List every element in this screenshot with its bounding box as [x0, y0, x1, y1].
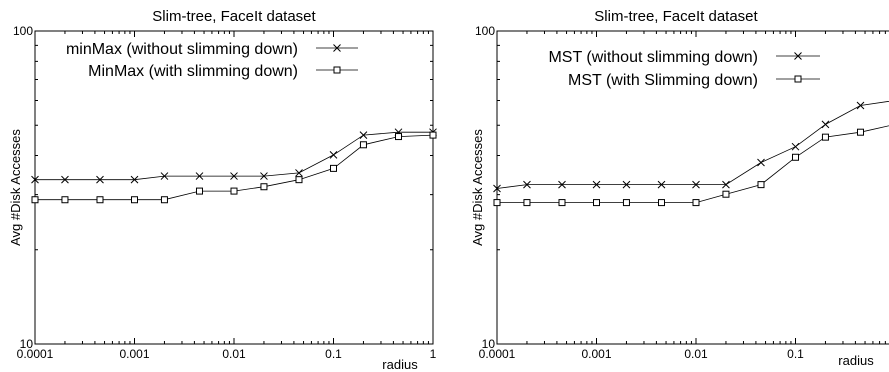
data-point-p1-s0-0 [493, 184, 501, 193]
series-line-1-0 [496, 100, 889, 189]
data-point-p1-s1-7 [722, 190, 730, 198]
series-line-0-0 [35, 131, 433, 181]
y-axis-label-0: Avg #Disk Accesses [8, 129, 23, 246]
data-point-p1-s1-6 [692, 199, 700, 207]
data-point-p1-s0-2 [558, 180, 566, 189]
data-point-p1-s1-2 [558, 199, 566, 207]
x-axis-label-1: radius [838, 353, 874, 368]
data-point-p0-s1-8 [295, 176, 303, 184]
y-tick-label-1-0: 10 [482, 337, 496, 351]
legend-label-1-1: MST (with Slimming down) [568, 72, 758, 89]
data-point-p1-s0-3 [592, 180, 601, 189]
data-point-p0-s0-7 [260, 172, 268, 180]
data-point-p0-s0-0 [31, 175, 39, 184]
data-point-p0-slegend1-0 [333, 66, 341, 74]
minor-ticks-0 [35, 31, 433, 344]
x-tick-label-0-3: 0.1 [325, 347, 342, 361]
data-point-p0-s0-5 [195, 172, 204, 180]
chart-title-1: Slim-tree, FaceIt dataset [594, 8, 758, 25]
data-point-p0-s1-9 [330, 164, 337, 172]
data-point-p1-s1-3 [593, 199, 600, 207]
x-tick-label-1-3: 0.1 [787, 347, 804, 361]
data-point-p1-slegend1-0 [794, 75, 802, 83]
data-point-p0-s1-6 [230, 187, 238, 195]
minor-ticks-1 [497, 31, 886, 344]
data-point-p0-s0-10 [359, 131, 368, 139]
data-point-p0-slegend0-0 [333, 44, 341, 52]
data-point-p1-s0-9 [791, 142, 800, 151]
data-point-p0-s1-10 [359, 141, 367, 149]
x-tick-label-0-1: 0.001 [119, 347, 149, 361]
legend-label-0-0: minMax (without slimming down) [66, 41, 298, 58]
data-point-p1-s0-8 [757, 158, 765, 167]
data-point-p1-s1-5 [657, 199, 665, 207]
data-point-p0-s1-2 [96, 196, 104, 204]
data-point-p1-s0-11 [856, 101, 865, 110]
x-tick-label-1-1: 0.001 [581, 347, 611, 361]
data-point-p0-s0-4 [160, 172, 169, 180]
y-tick-label-1-1: 100 [475, 24, 495, 38]
legend-label-1-0: MST (without slimming down) [548, 49, 758, 66]
data-point-p0-s1-12 [429, 131, 437, 139]
data-point-p1-s1-11 [856, 128, 864, 136]
data-point-p1-s1-10 [821, 133, 829, 141]
data-point-p0-s1-11 [394, 133, 402, 141]
series-line-1-1 [497, 125, 889, 204]
data-point-p1-s1-0 [493, 199, 501, 207]
data-point-p1-s1-1 [523, 199, 531, 207]
legend-label-0-1: MinMax (with slimming down) [88, 63, 298, 80]
data-point-p1-s0-4 [622, 180, 631, 189]
data-point-p1-s1-4 [622, 199, 630, 207]
data-point-p1-s0-10 [821, 120, 830, 129]
y-axis-label-1: Avg #Disk Accesses [470, 129, 485, 246]
x-tick-label-1-0: 0.0001 [479, 347, 516, 361]
y-tick-label-0-0: 10 [20, 337, 34, 351]
data-point-p1-s0-6 [692, 180, 700, 189]
data-point-p0-s1-4 [160, 196, 168, 204]
data-point-p0-s0-3 [130, 175, 139, 184]
data-point-p0-s0-6 [230, 172, 238, 180]
data-point-p0-s1-5 [195, 187, 203, 195]
data-point-p1-s0-7 [722, 180, 730, 189]
data-point-p0-s0-8 [295, 169, 303, 177]
data-point-p0-s0-1 [61, 175, 69, 184]
data-point-p0-s1-0 [31, 196, 39, 204]
data-point-p1-s1-9 [792, 153, 799, 161]
data-point-p0-s1-3 [131, 196, 138, 204]
data-point-p0-s0-9 [329, 151, 338, 159]
x-tick-label-1-2: 0.01 [684, 347, 708, 361]
chart-panel-left: 0.0001 0.001 0.01 0.1 1 10 100 Slim-tree, FaceI… [8, 8, 437, 372]
chart-panel-right: 0.0001 0.001 0.01 0.1 10 100 Slim-tree, FaceIt… [470, 8, 889, 368]
y-tick-label-0-1: 100 [13, 24, 33, 38]
data-point-p0-s1-1 [61, 196, 69, 204]
data-point-p1-s0-5 [657, 180, 666, 189]
x-tick-label-0-2: 0.01 [222, 347, 246, 361]
chart-title-0: Slim-tree, FaceIt dataset [152, 8, 316, 25]
data-point-p1-s0-1 [523, 180, 531, 189]
x-axis-label-0: radius [382, 357, 418, 372]
data-point-p0-s1-7 [260, 183, 268, 191]
data-point-p1-slegend0-0 [794, 52, 802, 60]
data-point-p1-s1-8 [757, 181, 765, 189]
x-tick-label-0-4: 1 [430, 347, 437, 361]
data-point-p0-s0-2 [96, 175, 104, 184]
x-tick-label-0-0: 0.0001 [17, 347, 54, 361]
